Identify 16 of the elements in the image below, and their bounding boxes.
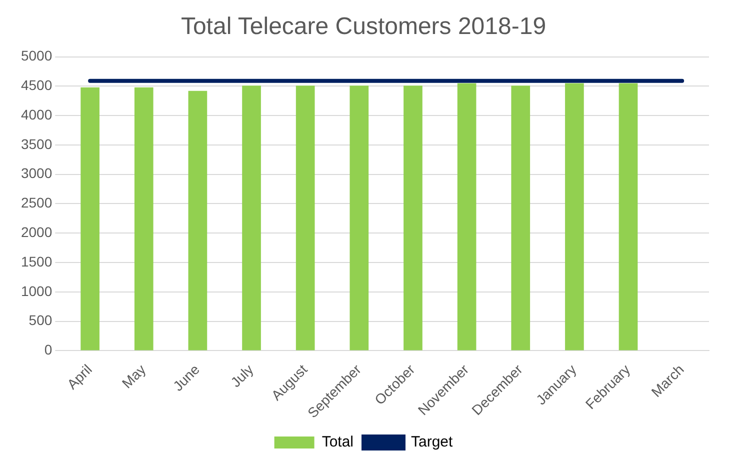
y-tick-label: 2500 [20, 194, 52, 211]
y-tick-label: 4000 [20, 106, 52, 122]
y-tick-label: 0 [44, 342, 52, 358]
y-tick-label: 1000 [20, 282, 52, 299]
legend-label: Target [411, 434, 454, 451]
y-tick-label: 500 [28, 312, 52, 328]
y-tick-label: 1500 [20, 253, 52, 270]
legend-label: Total [322, 434, 354, 451]
y-tick-label: 3000 [20, 165, 52, 182]
chart-title: Total Telecare Customers 2018-19 [180, 13, 546, 40]
y-tick-label: 5000 [20, 48, 52, 64]
x-tick-label: July [227, 361, 256, 390]
y-tick-label: 3500 [20, 136, 52, 152]
y-tick-label: 4500 [20, 77, 52, 94]
x-tick-label: May [118, 361, 149, 392]
y-tick-label: 2000 [20, 224, 52, 240]
